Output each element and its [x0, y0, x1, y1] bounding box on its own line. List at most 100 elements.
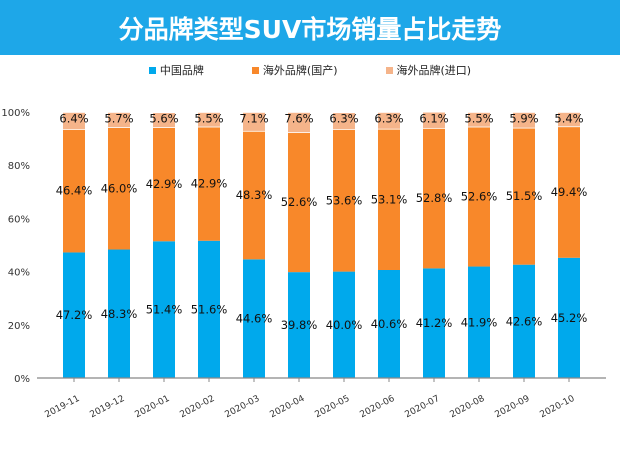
bar-segment [288, 133, 310, 273]
data-label: 6.1% [419, 111, 448, 125]
data-label: 5.6% [149, 111, 178, 125]
bar-segment [198, 240, 220, 378]
bar-segment [108, 112, 130, 128]
data-label: 49.4% [551, 185, 588, 199]
data-label: 6.4% [59, 111, 88, 125]
data-label: 41.2% [416, 316, 453, 330]
x-tick-label: 2020-10 [539, 394, 577, 421]
data-label: 5.5% [464, 111, 493, 125]
bar-segment [378, 129, 400, 271]
data-label: 5.5% [194, 111, 223, 125]
title-banner [0, 0, 620, 55]
data-label: 41.9% [461, 315, 498, 329]
x-tick-label: 2019-12 [89, 394, 127, 420]
bar-segment [243, 259, 265, 378]
data-label: 44.6% [236, 312, 273, 326]
bar-segment [423, 112, 445, 128]
bar-segment [63, 112, 85, 130]
y-tick-label: 0% [14, 374, 30, 385]
data-label: 42.9% [146, 177, 183, 191]
data-label: 6.3% [329, 111, 358, 125]
bar-segment [513, 128, 535, 265]
x-tick-label: 2020-02 [179, 394, 217, 420]
legend-label: 海外品牌(国产) [262, 64, 338, 77]
bar-segment [558, 127, 580, 258]
data-label: 7.1% [239, 111, 268, 125]
bar-segment [63, 252, 85, 378]
legend-swatch [148, 66, 156, 74]
bar-segment [378, 270, 400, 378]
data-label: 40.6% [371, 317, 408, 331]
x-tick-label: 2020-08 [449, 394, 487, 421]
bar-segment [243, 131, 265, 260]
legend-swatch [385, 66, 393, 74]
data-label: 52.6% [281, 195, 318, 209]
bar-segment [513, 264, 535, 378]
bar-segment [513, 112, 535, 128]
data-label: 7.6% [284, 111, 313, 125]
bar-segment [108, 127, 130, 250]
data-label: 39.8% [281, 318, 318, 332]
bar-segment [468, 127, 490, 267]
data-label: 5.7% [104, 111, 133, 125]
bar-segment [198, 127, 220, 241]
data-label: 52.8% [416, 191, 453, 205]
bar-segment [558, 257, 580, 378]
legend-item-foreign-import: 海外品牌(进口) [385, 62, 472, 78]
bar-segment [288, 112, 310, 133]
data-label: 53.1% [371, 192, 408, 206]
legend-item-foreign-domestic: 海外品牌(国产) [251, 62, 338, 78]
x-tick-label: 2020-01 [134, 394, 172, 420]
bar-segment [333, 113, 355, 130]
data-label: 52.6% [461, 190, 498, 204]
data-label: 46.4% [56, 184, 93, 198]
bar-segment [333, 129, 355, 272]
x-tick-label: 2020-05 [314, 394, 352, 420]
data-label: 42.6% [506, 314, 543, 328]
data-label: 51.6% [191, 302, 228, 316]
legend: 中国品牌 海外品牌(国产) 海外品牌(进口) [0, 62, 620, 78]
bar-segment [108, 249, 130, 378]
bar-segment [558, 112, 580, 127]
bar-segment [243, 112, 265, 131]
bar-segment [198, 112, 220, 127]
x-tick-label: 2020-06 [359, 394, 397, 421]
x-tick-label: 2020-07 [404, 394, 442, 420]
data-label: 46.0% [101, 181, 138, 195]
data-label: 51.4% [146, 303, 183, 317]
bar-segment [153, 241, 175, 378]
y-tick-label: 20% [8, 321, 30, 332]
data-label: 40.0% [326, 318, 363, 332]
data-label: 45.2% [551, 311, 588, 325]
legend-label: 中国品牌 [159, 64, 204, 77]
bar-segment [63, 129, 85, 253]
bar-segment [153, 113, 175, 128]
x-tick-label: 2019-11 [44, 394, 82, 420]
data-label: 53.6% [326, 193, 363, 207]
x-tick-label: 2020-04 [269, 394, 307, 421]
bar-segment [468, 266, 490, 378]
data-label: 6.3% [374, 111, 403, 125]
x-tick-label: 2020-09 [494, 394, 532, 421]
y-tick-label: 60% [8, 214, 30, 225]
chart-title: 分品牌类型SUV市场销量占比走势 [118, 15, 502, 44]
bar-segment [423, 268, 445, 378]
data-label: 51.5% [506, 189, 543, 203]
data-label: 48.3% [236, 188, 273, 202]
data-label: 5.4% [554, 111, 583, 125]
data-label: 5.9% [509, 111, 538, 125]
x-tick-label: 2020-03 [224, 394, 262, 420]
legend-item-china: 中国品牌 [148, 62, 204, 78]
y-tick-label: 100% [1, 108, 30, 119]
data-label: 42.9% [191, 177, 228, 191]
data-label: 47.2% [56, 308, 93, 322]
legend-label: 海外品牌(进口) [396, 64, 472, 77]
bar-segment [468, 112, 490, 127]
legend-swatch [251, 66, 259, 74]
bar-segment [378, 112, 400, 129]
bar-segment [153, 127, 175, 242]
bar-segment [288, 272, 310, 378]
y-tick-label: 40% [8, 268, 30, 279]
y-tick-label: 80% [8, 161, 30, 172]
